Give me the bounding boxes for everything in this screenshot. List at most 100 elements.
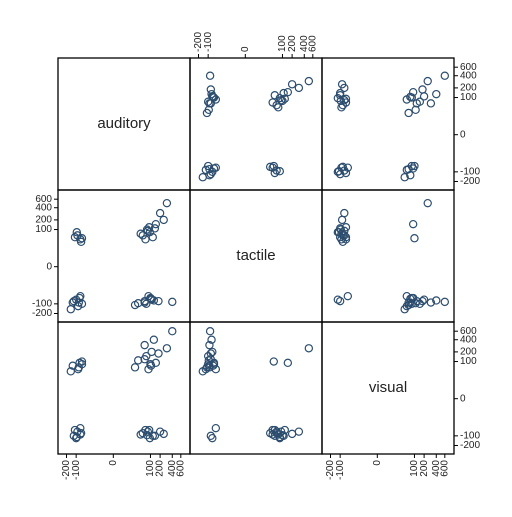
point [406,171,415,180]
y-tick-label: 0 [460,129,466,140]
variable-label: visual [369,379,407,396]
point [133,299,143,308]
x-tick-label: 600 [439,460,450,477]
y-tick-label: 200 [35,215,52,226]
point [426,99,436,108]
point [411,105,420,115]
point [294,83,304,93]
point [144,425,154,435]
point [154,349,163,358]
x-tick-label: 100 [409,460,420,477]
point [418,296,427,306]
point [406,294,415,304]
y-tick-label: -100 [460,430,480,441]
variable-label: tactile [236,247,275,264]
point [205,171,214,180]
point [77,234,87,243]
point [206,431,216,441]
point [136,430,145,439]
point [341,223,351,232]
point [66,367,75,376]
point [404,108,413,118]
point [203,97,213,106]
point [159,215,168,225]
y-tick-label: 400 [460,334,477,345]
point [279,88,288,98]
y-tick-label: 100 [460,356,477,367]
point [141,425,150,435]
point [141,235,150,244]
point [287,80,297,89]
point [406,92,415,102]
point [205,326,215,336]
point [72,432,81,442]
point [144,291,153,301]
x-tick-label: 100 [277,35,288,52]
point [77,357,87,366]
point [151,219,161,229]
point [280,425,289,435]
x-tick-label: 0 [240,46,251,52]
point [146,294,156,304]
y-tick-label: -200 [460,176,480,187]
x-tick-label: 0 [108,460,119,466]
point [337,80,347,89]
point [269,357,278,366]
point [208,361,218,370]
point [333,295,343,304]
point [426,298,436,307]
point [140,298,149,307]
point [334,167,344,176]
y-tick-label: 100 [460,92,477,103]
x-tick-label: 200 [419,460,430,477]
point [146,361,156,370]
point [269,161,278,171]
point [142,225,152,234]
y-tick-label: 200 [460,347,477,358]
point [142,351,151,361]
point [208,92,218,102]
point [283,87,293,97]
point [204,105,213,115]
point [335,224,345,233]
point [130,363,140,372]
point [211,163,221,172]
x-tick-label: 600 [175,460,186,477]
point [68,298,77,307]
point [68,361,77,370]
point [159,429,168,439]
point [423,76,432,86]
point [400,173,409,182]
point [415,299,425,309]
point [208,347,217,357]
point [419,92,429,101]
point [205,340,214,350]
point [304,344,314,353]
point [419,295,429,304]
x-tick-label: 100 [145,460,156,477]
point [341,98,351,107]
point [337,215,347,225]
point [408,219,418,229]
point [287,429,297,439]
point [72,228,81,237]
point [268,425,277,435]
point [265,162,275,172]
x-tick-label: -100 [335,460,346,480]
y-tick-label: -100 [32,298,52,309]
point [432,296,441,305]
point [207,335,216,344]
point [278,96,287,106]
point [150,224,160,233]
y-tick-label: 200 [460,83,477,94]
x-tick-label: -100 [71,460,82,480]
y-tick-label: 0 [460,393,466,404]
y-tick-label: -200 [32,308,52,319]
y-tick-label: -100 [460,166,480,177]
x-tick-label: -200 [61,460,72,480]
point [208,433,217,443]
point [335,296,345,306]
point [168,326,177,336]
point [274,103,283,112]
